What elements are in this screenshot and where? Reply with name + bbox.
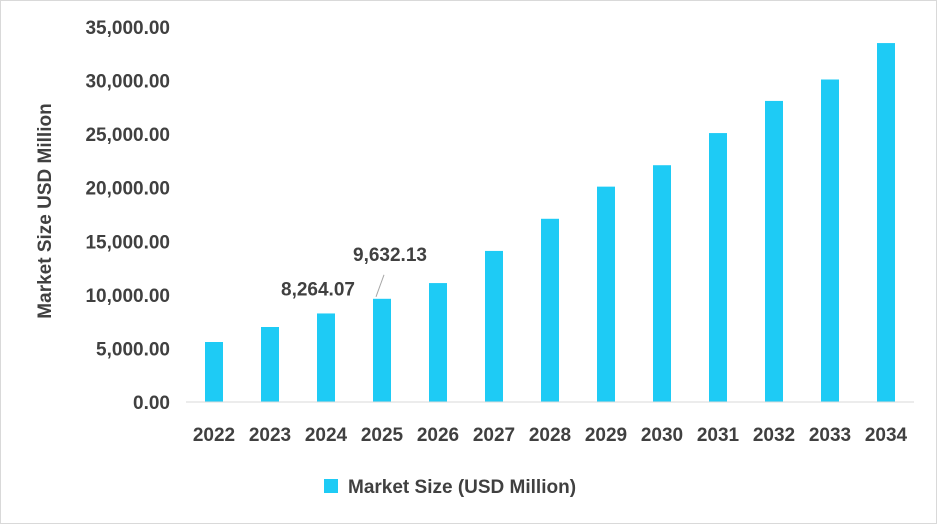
bar [597,186,615,402]
y-tick-label: 0.00 [133,393,170,414]
x-tick-label: 2027 [473,425,515,446]
x-tick-label: 2028 [529,425,571,446]
y-tick-label: 15,000.00 [85,232,170,253]
bar [709,133,727,403]
y-tick-label: 5,000.00 [96,339,170,360]
x-tick-label: 2022 [193,425,235,446]
x-tick-label: 2026 [417,425,459,446]
bar [653,165,671,402]
legend-swatch [324,479,338,493]
data-label: 9,632.13 [353,245,427,266]
x-tick-label: 2030 [641,425,683,446]
bar-series [205,43,895,403]
legend-label: Market Size (USD Million) [348,477,576,498]
data-labels: 8,264.07 9,632.13 [281,245,427,301]
bar [821,79,839,402]
data-label-leader [375,274,385,297]
x-tick-label: 2029 [585,425,627,446]
bar [205,342,223,402]
bar [429,283,447,402]
x-tick-label: 2023 [249,425,291,446]
y-tick-label: 30,000.00 [85,72,170,93]
x-tick-label: 2031 [697,425,740,446]
x-tick-label: 2025 [361,425,404,446]
bar [261,327,279,402]
y-tick-label: 35,000.00 [85,18,170,39]
data-label: 8,264.07 [281,279,355,300]
y-tick-label: 20,000.00 [85,179,170,200]
y-axis-ticks: 0.00 5,000.00 10,000.00 15,000.00 20,000.00 2… [85,18,170,414]
y-tick-label: 10,000.00 [85,286,170,307]
x-tick-label: 2034 [865,425,908,446]
legend: Market Size (USD Million) [324,477,576,498]
bar [373,298,391,402]
bar [765,100,783,402]
bar [485,250,503,402]
x-tick-label: 2032 [753,425,795,446]
y-tick-label: 25,000.00 [85,125,170,146]
bar [541,218,559,402]
bar [317,313,335,402]
x-tick-label: 2033 [809,425,851,446]
x-axis-ticks: 2022 2023 2024 2025 2026 2027 2028 2029 2030 2031… [193,425,908,446]
x-tick-label: 2024 [305,425,348,446]
y-axis-title: Market Size USD Million [35,103,56,318]
bar [877,43,895,402]
